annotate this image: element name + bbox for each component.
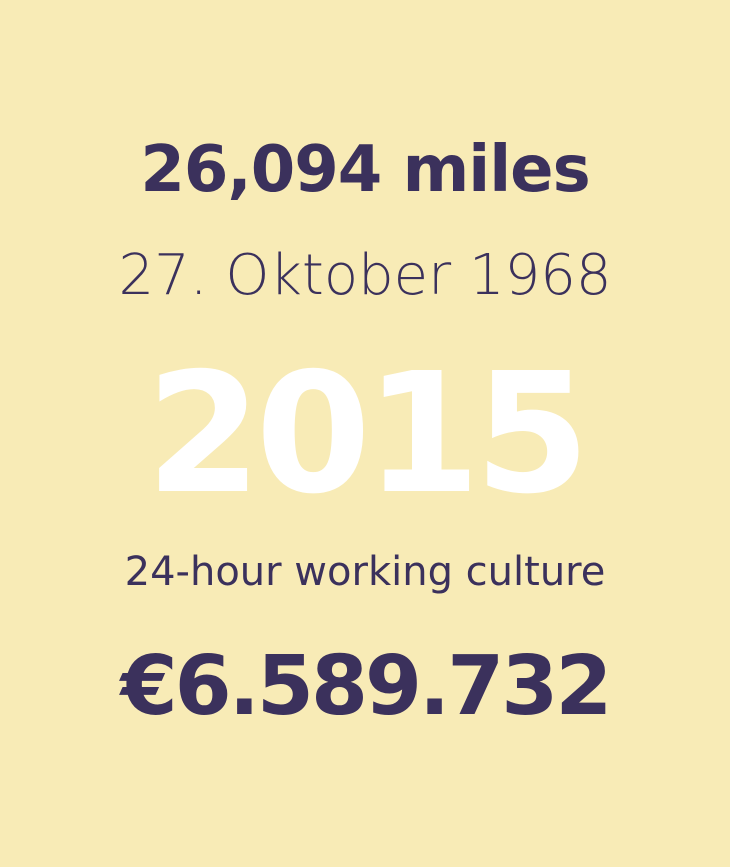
specimen-line-date: 27. Oktober 1968 xyxy=(118,243,612,308)
specimen-line-amount: €6.589.732 xyxy=(120,639,613,734)
specimen-line-phrase: 24-hour working culture xyxy=(124,549,606,595)
specimen-line-distance: 26,094 miles xyxy=(140,133,590,207)
specimen-line-year: 2015 xyxy=(145,338,590,531)
